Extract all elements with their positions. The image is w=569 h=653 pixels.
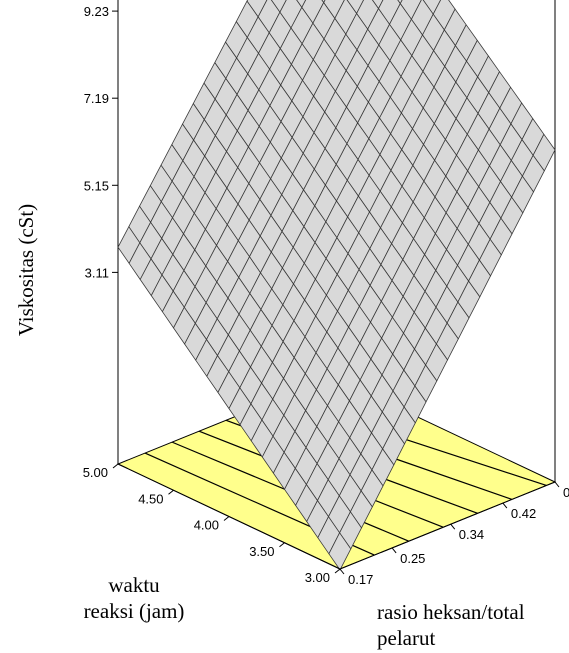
y-tick-mark [450, 523, 456, 530]
x-tick-label: 3.50 [249, 544, 274, 559]
response-surface [117, 0, 556, 571]
x-tick-label: 4.50 [138, 491, 163, 506]
y-tick-mark [502, 502, 508, 509]
y-tick-label: 0.42 [511, 506, 536, 521]
z-axis-title: Viskositas (cSt) [14, 204, 38, 336]
x-tick-label: 3.00 [305, 570, 330, 585]
y-tick-label: 0.34 [459, 527, 484, 542]
y-axis-title-line2: pelarut [377, 626, 435, 650]
z-tick-label: 5.15 [84, 178, 109, 193]
x-tick-mark [279, 542, 285, 548]
z-tick-label: 9.23 [84, 4, 109, 19]
z-tick-label: 3.11 [85, 265, 109, 280]
surface-cell [328, 532, 352, 571]
y-tick-label: 0.25 [400, 551, 425, 566]
frame-floor-front-right [339, 481, 556, 570]
surface-cell [296, 0, 307, 8]
y-tick-label: 0.50 [563, 485, 569, 500]
y-tick-mark [391, 547, 397, 554]
x-axis-title-line2: reaksi (jam) [84, 599, 185, 623]
x-tick-mark [168, 489, 174, 495]
y-tick-label: 0.17 [348, 572, 373, 587]
x-tick-mark [334, 568, 341, 574]
y-axis-title-line1: rasio heksan/total [377, 600, 525, 624]
x-tick-label: 4.00 [194, 518, 219, 533]
y-tick-mark [554, 481, 560, 488]
z-tick-label: 7.19 [84, 91, 109, 106]
x-axis-title-line1: waktu [108, 573, 160, 597]
x-tick-label: 5.00 [83, 465, 108, 480]
tick-labels: 3.115.157.199.2311.273.003.504.004.505.0… [83, 4, 569, 587]
y-tick-mark [339, 568, 345, 575]
x-tick-mark [223, 516, 230, 521]
surface-cell [371, 0, 384, 10]
x-tick-mark [112, 463, 119, 469]
